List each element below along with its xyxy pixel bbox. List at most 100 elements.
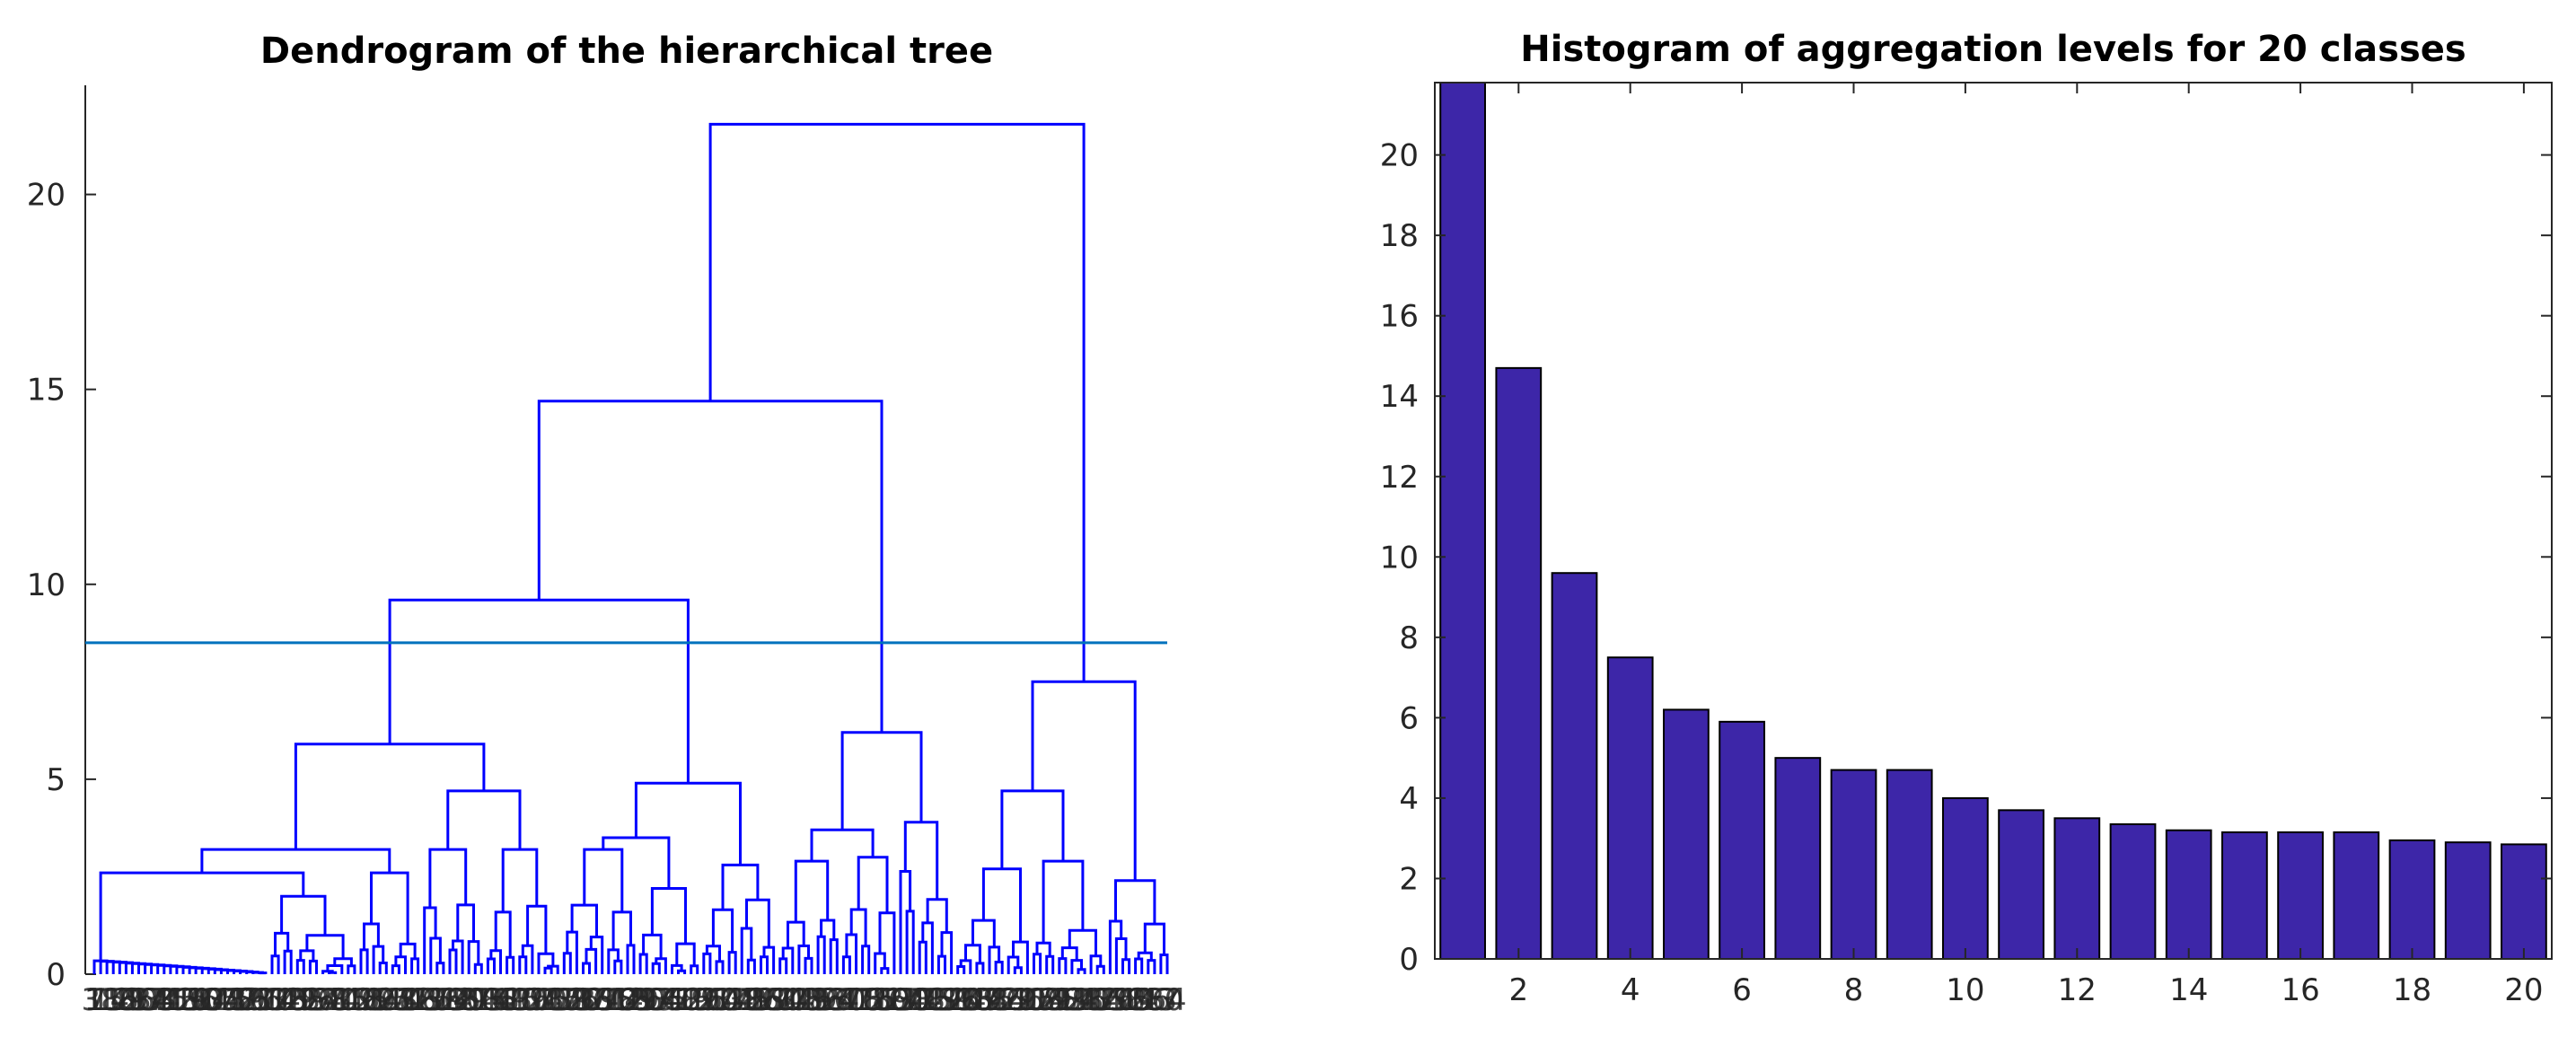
dendrogram-leaf-label: 25 xyxy=(1040,982,1078,1018)
dendrogram-link xyxy=(794,859,830,923)
dendrogram-leaf-label: 154 xyxy=(503,982,561,1018)
histogram-title: Histogram of aggregation levels for 20 c… xyxy=(1520,29,2466,70)
dendrogram-link xyxy=(762,945,776,974)
dendrogram-leaf-label: 180 xyxy=(1125,982,1183,1018)
dendrogram-leaf-label: 143 xyxy=(1119,982,1177,1018)
dendrogram-link xyxy=(347,964,356,974)
dendrogram-leaf-label: 14 xyxy=(386,982,425,1018)
dendrogram-leaf-label: 158 xyxy=(1087,982,1146,1018)
dendrogram-link xyxy=(613,959,623,974)
dendrogram-leaf-label: 10 xyxy=(1072,982,1111,1018)
dendrogram-leaf-label: 36 xyxy=(424,982,462,1018)
dendrogram-leaf-label: 22 xyxy=(285,982,323,1018)
dendrogram-link xyxy=(448,948,458,974)
dendrogram-link xyxy=(370,871,409,945)
dendrogram-link xyxy=(956,965,966,974)
dendrogram-y-tick-label: 5 xyxy=(46,762,66,798)
dendrogram-link xyxy=(435,962,445,974)
histogram-bar xyxy=(1830,769,1877,961)
histogram-x-tick-label: 18 xyxy=(2393,972,2431,1008)
dendrogram-leaf-label: 63 xyxy=(875,982,913,1018)
dendrogram-leaf-label: 33 xyxy=(938,982,977,1018)
histogram-bar xyxy=(1719,720,1765,960)
dendrogram-leaf-label: 169 xyxy=(471,982,530,1018)
dendrogram-link xyxy=(675,942,696,966)
dendrogram-leaf-label: 28 xyxy=(525,982,564,1018)
dendrogram-leaf-label: 119 xyxy=(154,982,213,1018)
dendrogram-leaf-label: 124 xyxy=(567,982,625,1018)
dendrogram-link xyxy=(295,959,305,974)
dendrogram-leaf-label: 191 xyxy=(510,982,568,1018)
histogram-bar xyxy=(1495,366,1543,960)
dendrogram-leaf-label: 189 xyxy=(852,982,910,1018)
dendrogram-leaf-label: 145 xyxy=(776,982,834,1018)
dendrogram-y-tick-label: 0 xyxy=(46,957,66,993)
histogram-x-tick-label: 16 xyxy=(2281,972,2319,1008)
dendrogram-link xyxy=(359,948,369,974)
dendrogram-leaf-label: 79 xyxy=(672,982,710,1018)
dendrogram-link xyxy=(521,944,534,974)
dendrogram-leaf-label: 3 xyxy=(1012,982,1032,1018)
histogram-bar xyxy=(1551,572,1598,960)
histogram-bar xyxy=(2109,823,2157,961)
histogram-bar xyxy=(1886,769,1933,961)
dendrogram-leaf-label: 40 xyxy=(1008,982,1047,1018)
histogram-bar xyxy=(1439,82,1486,960)
dendrogram-leaf-label: 117 xyxy=(497,982,555,1018)
dendrogram-leaf-label: 153 xyxy=(674,982,733,1018)
dendrogram-leaf-label: 198 xyxy=(579,982,637,1018)
histogram-x-tick-label: 8 xyxy=(1844,972,1864,1008)
dendrogram-leaf-label: 59 xyxy=(291,982,330,1018)
dendrogram-leaf-label: 95 xyxy=(469,982,507,1018)
dendrogram-leaf-label: 30 xyxy=(183,982,222,1018)
dendrogram-link xyxy=(582,962,591,974)
histogram-y-tick-label: 10 xyxy=(1380,540,1419,576)
dendrogram-link xyxy=(690,964,699,974)
dendrogram-leaf-label: 27 xyxy=(697,982,735,1018)
histogram-bar xyxy=(1774,757,1822,960)
histogram-x-tick-label: 14 xyxy=(2169,972,2208,1008)
dendrogram-link xyxy=(1143,922,1165,955)
dendrogram-axis: 0 5 10 15 20 xyxy=(27,85,96,993)
dendrogram-link xyxy=(634,781,742,866)
dendrogram-leaf-label: 122 xyxy=(910,982,968,1018)
dendrogram-leaf-label: 107 xyxy=(941,982,999,1018)
dendrogram-link xyxy=(905,910,915,974)
dendrogram-link xyxy=(715,960,725,974)
dendrogram-leaf-label: 104 xyxy=(186,982,244,1018)
dendrogram-leaf-label: 12 xyxy=(729,982,768,1018)
dendrogram-link xyxy=(585,947,598,974)
histogram-y-tick-label: 8 xyxy=(1399,620,1419,656)
dendrogram-leaf-label: 20 xyxy=(628,982,666,1018)
dendrogram-leaf-label: 103 xyxy=(357,982,416,1018)
dendrogram-leaf-label: 81 xyxy=(329,982,367,1018)
dendrogram-leaf-label: 5 xyxy=(669,982,689,1018)
dendrogram-link xyxy=(283,949,293,974)
histogram-y-tick-label: 2 xyxy=(1399,861,1419,897)
dendrogram-leaf-label: 190 xyxy=(681,982,739,1018)
dendrogram-leaf-label: 85 xyxy=(913,982,952,1018)
dendrogram-leaf-label: 177 xyxy=(370,982,428,1018)
dendrogram-leaf-label: 130 xyxy=(808,982,866,1018)
dendrogram-leaf-label: 170 xyxy=(300,982,358,1018)
dendrogram-link xyxy=(797,945,810,974)
dendrogram-link xyxy=(727,951,737,974)
dendrogram-link xyxy=(781,946,795,974)
dendrogram-leaf-label: 188 xyxy=(1024,982,1082,1018)
dendrogram-link xyxy=(721,863,760,910)
dendrogram-leaf-label: 186 xyxy=(97,982,155,1018)
dendrogram-leaf-label: 171 xyxy=(128,982,187,1018)
histogram-y-tick-label: 18 xyxy=(1380,218,1419,254)
dendrogram-link xyxy=(1147,959,1156,974)
dendrogram-leaf-label: 82 xyxy=(157,982,196,1018)
dendrogram-leaf-label: 41 xyxy=(837,982,875,1018)
dendrogram-leaf-label: 72 xyxy=(602,982,640,1018)
dendrogram-leaf-label: 8 xyxy=(154,982,174,1018)
dendrogram-leaf-label: 84 xyxy=(1085,982,1123,1018)
dendrogram-leaf-label: 118 xyxy=(325,982,383,1018)
dendrogram-link xyxy=(936,954,946,974)
dendrogram-leaf-label: 178 xyxy=(198,982,257,1018)
histogram-bar xyxy=(2333,831,2380,960)
dendrogram-leaf-label: 87 xyxy=(570,982,609,1018)
histogram-x-tick-label: 12 xyxy=(2058,972,2097,1008)
